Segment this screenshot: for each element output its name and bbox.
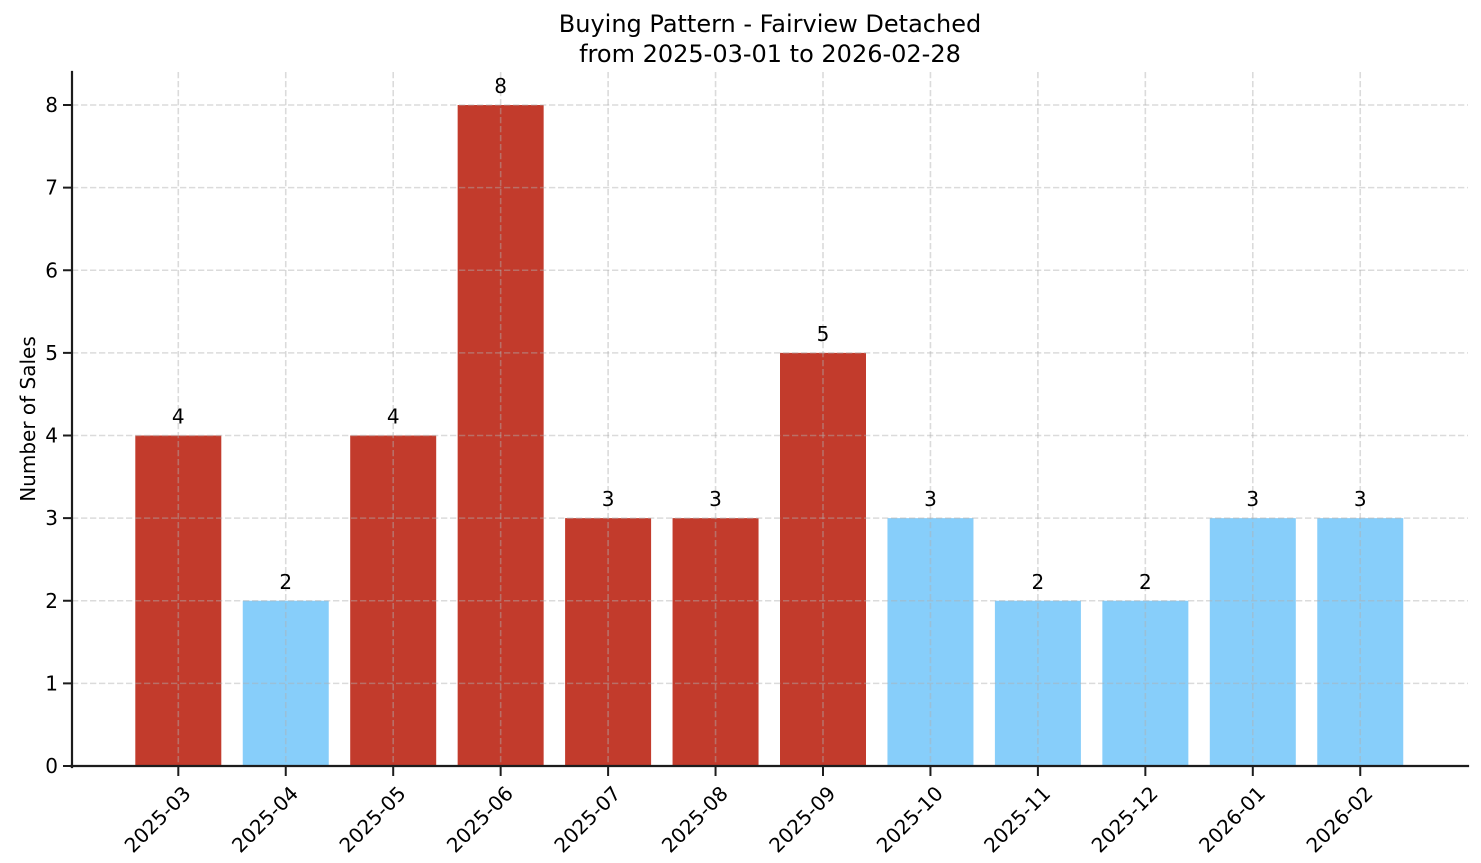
y-tick-label-4: 4 [45, 424, 58, 448]
bar-2025-03 [135, 435, 222, 766]
x-tick-label-2025-03: 2025-03 [120, 781, 196, 857]
chart-subtitle: from 2025-03-01 to 2026-02-28 [579, 40, 961, 68]
x-tick-label-2026-01: 2026-01 [1194, 781, 1270, 857]
chart-title: Buying Pattern - Fairview Detached [558, 10, 982, 38]
bar-value-label-2026-01: 3 [1246, 487, 1259, 511]
x-tick-label-2025-06: 2025-06 [442, 781, 518, 857]
bar-value-label-2025-08: 3 [709, 487, 722, 511]
bar-2025-04 [242, 600, 329, 766]
bar-2025-05 [350, 435, 437, 766]
bar-value-label-2025-09: 5 [817, 322, 830, 346]
chart-title-block: Buying Pattern - Fairview Detached from … [72, 9, 1468, 69]
y-tick-label-6: 6 [45, 258, 58, 282]
x-tick-label-2025-10: 2025-10 [872, 781, 948, 857]
bar-value-label-2026-02: 3 [1354, 487, 1367, 511]
bar-value-label-2025-05: 4 [387, 405, 400, 429]
bar-2026-02 [1317, 518, 1404, 766]
x-tick-label-2025-11: 2025-11 [979, 781, 1055, 857]
y-tick-label-2: 2 [45, 589, 58, 613]
y-tick-label-8: 8 [45, 93, 58, 117]
bar-value-label-2025-03: 4 [172, 405, 185, 429]
y-tick-label-1: 1 [45, 671, 58, 695]
x-tick-label-2025-08: 2025-08 [657, 781, 733, 857]
bar-value-label-2025-04: 2 [279, 570, 292, 594]
x-tick-label-2025-12: 2025-12 [1087, 781, 1163, 857]
bar-value-label-2025-06: 8 [494, 74, 507, 98]
x-tick-label-2025-07: 2025-07 [549, 781, 625, 857]
bar-value-label-2025-10: 3 [924, 487, 937, 511]
bar-2025-09 [780, 352, 866, 766]
bar-2025-10 [887, 518, 974, 766]
bar-value-label-2025-07: 3 [602, 487, 615, 511]
bar-2025-08 [672, 518, 759, 766]
y-tick-label-0: 0 [45, 754, 58, 778]
bar-2025-07 [565, 518, 652, 766]
y-tick-label-3: 3 [45, 506, 58, 530]
x-tick-label-2026-02: 2026-02 [1301, 781, 1377, 857]
bar-2025-12 [1102, 600, 1189, 766]
x-tick-label-2025-04: 2025-04 [227, 781, 303, 857]
x-tick-label-2025-09: 2025-09 [764, 781, 840, 857]
bar-2025-11 [994, 600, 1081, 766]
bar-value-label-2025-11: 2 [1032, 570, 1045, 594]
y-tick-label-5: 5 [45, 341, 58, 365]
bar-value-label-2025-12: 2 [1139, 570, 1152, 594]
bar-2025-06 [457, 105, 544, 766]
x-tick-label-2025-05: 2025-05 [334, 781, 410, 857]
bar-2026-01 [1209, 518, 1296, 766]
y-tick-label-7: 7 [45, 176, 58, 200]
